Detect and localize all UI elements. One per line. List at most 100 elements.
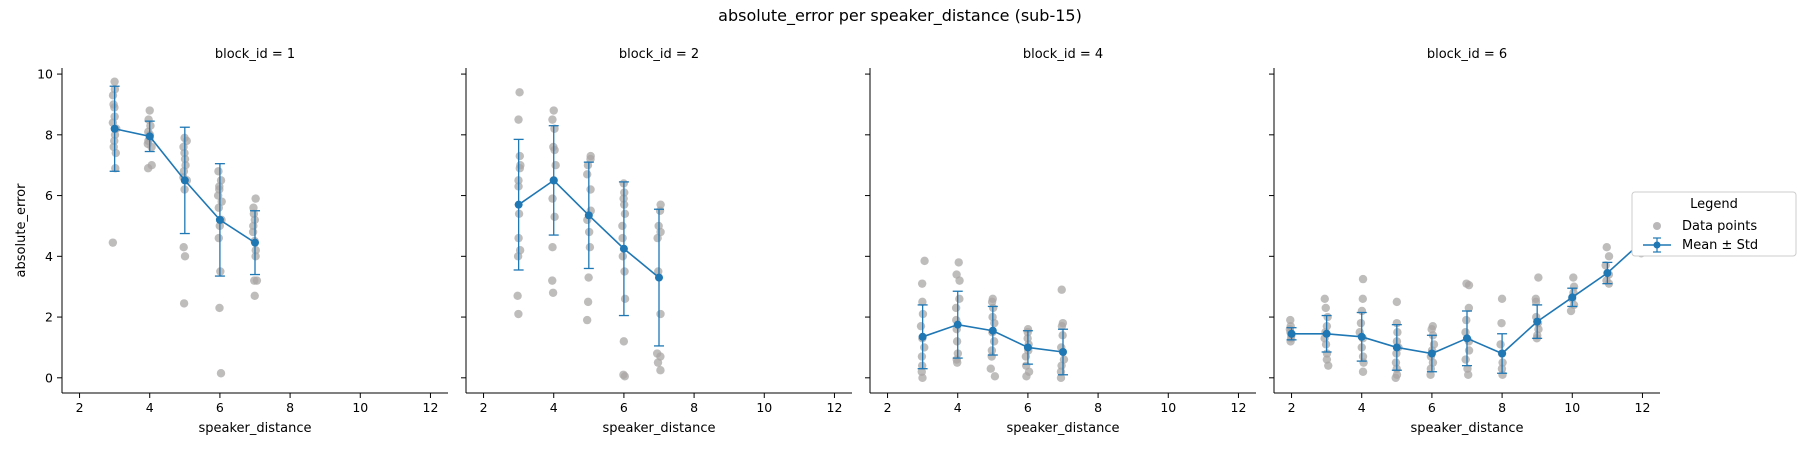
data-point (916, 321, 926, 331)
data-point (584, 273, 593, 282)
data-point (1462, 315, 1471, 325)
panel-1: block_id = 1 2 4 6 8 10 12 0 2 4 6 8 10 speaker_dista… (14, 47, 448, 436)
data-point (1359, 358, 1368, 367)
panel-title: block_id = 2 (619, 47, 699, 62)
data-point (955, 276, 964, 285)
data-point (1057, 321, 1067, 331)
panel-title: block_id = 6 (1427, 47, 1507, 62)
data-point (548, 194, 557, 203)
data-point (654, 267, 663, 276)
y-tick-label: 8 (45, 127, 53, 142)
mean-marker (619, 244, 628, 253)
y-axis-label: absolute_error (14, 183, 29, 278)
mean-marker (1322, 329, 1331, 338)
mean-marker (110, 124, 119, 133)
data-point (656, 200, 665, 209)
data-point (550, 124, 559, 133)
data-point (147, 142, 156, 152)
data-point (550, 145, 559, 155)
data-point (548, 288, 558, 297)
data-point (248, 227, 258, 237)
mean-marker (1603, 269, 1612, 278)
data-point (515, 164, 525, 173)
x-tick-label: 8 (690, 400, 698, 415)
data-point (1392, 297, 1402, 307)
data-point (918, 297, 927, 307)
data-point (1463, 364, 1472, 373)
data-point (1461, 355, 1470, 364)
x-tick-label: 8 (1498, 400, 1506, 415)
data-point (1602, 243, 1611, 252)
mean-marker (251, 238, 259, 247)
data-point (1021, 352, 1031, 361)
data-point (586, 185, 595, 194)
data-point (582, 315, 592, 325)
data-point (1464, 370, 1473, 379)
x-tick-label: 12 (1231, 400, 1247, 415)
data-point (1497, 294, 1507, 304)
panel-2: block_id = 2 2 4 6 8 10 12 speaker_distance (461, 47, 852, 436)
y-tick-label: 10 (37, 67, 53, 82)
data-point (1497, 318, 1506, 328)
data-point (917, 367, 926, 376)
data-point (145, 106, 154, 115)
data-point (548, 115, 557, 124)
data-point (1534, 273, 1543, 282)
x-tick-label: 8 (1094, 400, 1102, 415)
data-point (1496, 340, 1505, 349)
data-point (179, 299, 189, 308)
data-point (250, 291, 259, 301)
mean-marker (215, 215, 224, 224)
data-point (917, 279, 927, 288)
data-point (1286, 337, 1295, 346)
mean-marker (1287, 329, 1296, 338)
panel-4: block_id = 6 2 4 6 8 10 12 speaker_distance (1269, 47, 1660, 436)
x-tick-label: 4 (1358, 400, 1366, 415)
data-point (1566, 306, 1576, 316)
data-point (989, 337, 999, 346)
data-point (1356, 318, 1366, 328)
y-tick-label: 6 (45, 188, 53, 203)
mean-marker (584, 211, 593, 220)
data-point (618, 252, 628, 261)
data-point (656, 309, 665, 319)
data-point (1057, 285, 1066, 294)
x-tick-label: 6 (1024, 400, 1032, 415)
x-tick-label: 10 (1160, 400, 1176, 415)
x-tick-label: 4 (954, 400, 962, 415)
data-point (918, 373, 927, 383)
data-point (920, 343, 929, 352)
data-point (620, 294, 630, 304)
data-point (216, 369, 226, 378)
data-point (583, 297, 593, 307)
y-tick-label: 0 (45, 370, 53, 385)
mean-marker (514, 200, 523, 209)
mean-marker (549, 176, 558, 185)
mean-marker (953, 320, 962, 329)
x-axis-label: speaker_distance (1411, 421, 1524, 436)
data-point (653, 233, 662, 243)
x-tick-label: 10 (352, 400, 368, 415)
data-point (653, 358, 663, 367)
data-point (251, 194, 260, 203)
data-point (214, 233, 223, 243)
x-tick-label: 10 (756, 400, 772, 415)
data-point (1464, 280, 1474, 290)
data-point (250, 276, 259, 285)
data-point (655, 206, 665, 215)
data-point (1286, 315, 1295, 325)
data-point (1321, 303, 1330, 313)
data-point (180, 252, 190, 261)
data-point (1022, 372, 1031, 381)
legend: Legend Data points Mean ± Std (1631, 191, 1797, 257)
x-tick-label: 4 (550, 400, 558, 415)
legend-marker-data-points (1653, 222, 1661, 230)
x-tick-label: 12 (423, 400, 439, 415)
mean-marker (918, 332, 927, 341)
data-point (550, 212, 559, 222)
data-point (215, 303, 224, 313)
data-point (551, 160, 560, 170)
data-point (1464, 303, 1474, 313)
data-point (514, 309, 523, 319)
figure-title: absolute_error per speaker_distance (sub… (718, 6, 1082, 26)
